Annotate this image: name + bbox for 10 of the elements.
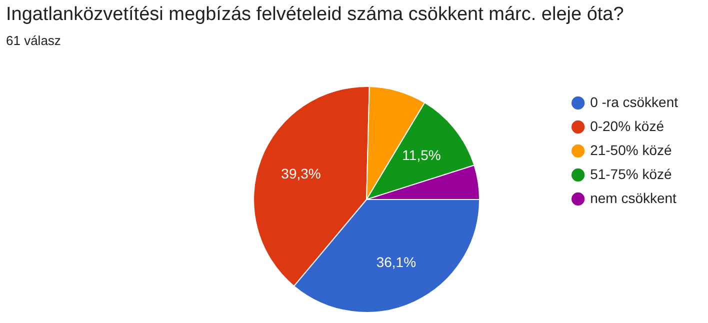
legend-label: 0-20% közé (590, 118, 664, 134)
data-label: 11,5% (402, 146, 441, 163)
data-label: 36,1% (376, 254, 416, 270)
chart-title: Ingatlanközvetítési megbízás felvételeid száma csökkent márc. eleje óta? (6, 4, 624, 26)
legend-label: nem csökkent (590, 190, 677, 206)
data-label: 39,3% (281, 166, 321, 182)
text: 61 válasz (6, 33, 61, 48)
legend-label: 21-50% közé (590, 142, 672, 158)
legend-label: 51-75% közé (590, 166, 672, 182)
legend-label: 0 -ra csökkent (590, 94, 678, 110)
